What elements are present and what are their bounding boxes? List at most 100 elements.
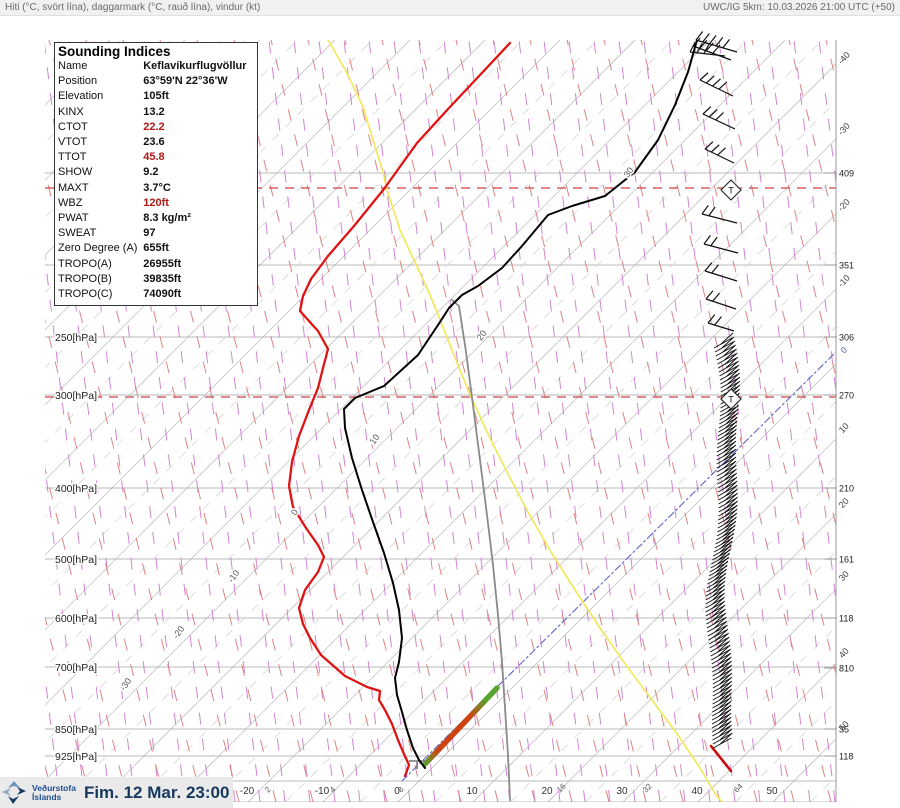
svg-text:10: 10 [466, 786, 478, 797]
index-label: VTOT [58, 136, 88, 149]
indices-table: Name Keflavíkurflugvöllur Position 63°59'N … [58, 59, 254, 302]
index-label: TROPO(B) [58, 272, 112, 285]
index-value: 22.2 [143, 120, 165, 133]
svg-text:-30: -30 [836, 121, 852, 137]
svg-text:30: 30 [622, 165, 636, 179]
svg-text:30: 30 [616, 786, 628, 797]
table-row: TROPO(B) 39835ft [58, 272, 254, 287]
table-row: PWAT 8.3 kg/m² [58, 211, 254, 226]
index-label: Name [58, 60, 88, 73]
indices-rows: Name Keflavíkurflugvöllur Position 63°59'N … [58, 59, 254, 302]
index-label: SHOW [58, 166, 93, 179]
index-label: SWEAT [58, 227, 97, 240]
svg-text:-10: -10 [315, 786, 330, 797]
svg-text:35: 35 [839, 725, 849, 735]
index-value: 13.2 [143, 105, 165, 118]
svg-text:300[hPa]: 300[hPa] [55, 390, 97, 402]
model-run-text: UWC/IG 5km: 10.03.2026 21:00 UTC (+50) [702, 2, 895, 13]
svg-text:30: 30 [837, 569, 851, 583]
index-value: 97 [143, 227, 156, 240]
svg-text:16: 16 [555, 781, 568, 794]
svg-text:10: 10 [837, 421, 851, 435]
index-label: Position [58, 75, 98, 88]
index-value: 105ft [143, 90, 169, 103]
svg-text:40: 40 [837, 646, 851, 660]
svg-text:400[hPa]: 400[hPa] [55, 483, 97, 495]
svg-text:700[hPa]: 700[hPa] [55, 662, 97, 674]
index-label: PWAT [58, 211, 89, 224]
sounding-indices-panel: Sounding Indices Name Keflavíkurflugvöllu… [54, 42, 258, 306]
svg-text:4: 4 [328, 785, 338, 795]
table-row: Name Keflavíkurflugvöllur [58, 59, 254, 74]
svg-text:8: 8 [396, 785, 406, 795]
indices-title: Sounding Indices [58, 44, 171, 59]
svg-text:850[hPa]: 850[hPa] [55, 724, 97, 736]
svg-text:-20: -20 [836, 197, 852, 213]
index-value: 39835ft [143, 272, 182, 285]
table-row: Zero Degree (A) 655ft [58, 241, 254, 256]
index-label: MAXT [58, 181, 89, 194]
svg-text:-20: -20 [171, 624, 187, 640]
svg-text:250[hPa]: 250[hPa] [55, 332, 97, 344]
index-value: 45.8 [143, 151, 165, 164]
svg-text:-10: -10 [226, 568, 242, 584]
index-value: Keflavíkurflugvöllur [143, 60, 247, 73]
table-row: TROPO(C) 74090ft [58, 287, 254, 302]
svg-text:270: 270 [839, 391, 854, 401]
svg-text:925[hPa]: 925[hPa] [55, 751, 97, 763]
table-row: KINX 13.2 [58, 105, 254, 120]
index-label: Elevation [58, 90, 104, 103]
svg-text:T: T [728, 395, 734, 405]
svg-text:409: 409 [839, 169, 854, 179]
sounding-curves [287, 40, 836, 802]
table-row: WBZ 120ft [58, 196, 254, 211]
table-row: CTOT 22.2 [58, 120, 254, 135]
index-value: 26955ft [143, 257, 182, 270]
table-row: TTOT 45.8 [58, 150, 254, 165]
valid-datetime-label: Fim. 12 Mar. 23:00 [83, 782, 230, 802]
tropopause-markers: TT [720, 179, 742, 410]
svg-text:-20: -20 [240, 786, 255, 797]
table-row: SHOW 9.2 [58, 165, 254, 180]
svg-text:306: 306 [839, 333, 854, 343]
index-value: 23.6 [143, 136, 165, 149]
svg-text:10: 10 [368, 432, 382, 446]
index-label: WBZ [58, 196, 83, 209]
index-label: KINX [58, 105, 84, 118]
svg-text:32: 32 [641, 781, 654, 794]
svg-text:50: 50 [766, 786, 778, 797]
index-label: TROPO(A) [58, 257, 112, 270]
met-office-logo-icon [2, 781, 26, 804]
chart-legend-text: Hiti (°C, svört lína), daggarmark (°C, r… [5, 2, 261, 13]
met-office-logo-text: Veðurstofa Íslands [32, 782, 76, 802]
index-value: 3.7°C [143, 181, 171, 194]
table-row: SWEAT 97 [58, 226, 254, 241]
svg-text:0: 0 [394, 786, 400, 797]
table-row: Position 63°59'N 22°36'W [58, 74, 254, 89]
svg-text:351: 351 [839, 261, 854, 271]
index-value: 8.3 kg/m² [143, 211, 191, 224]
svg-text:-10: -10 [836, 273, 852, 289]
svg-text:0: 0 [838, 345, 849, 355]
svg-text:600[hPa]: 600[hPa] [55, 613, 97, 625]
svg-text:210: 210 [839, 484, 854, 494]
svg-text:810: 810 [839, 664, 854, 674]
index-value: 74090ft [143, 287, 182, 300]
svg-text:50: 50 [837, 719, 851, 733]
index-value: 9.2 [143, 166, 159, 179]
svg-text:40: 40 [691, 786, 703, 797]
svg-text:161: 161 [839, 555, 854, 565]
top-status-bar: Hiti (°C, svört lína), daggarmark (°C, r… [0, 0, 900, 16]
index-value: 655ft [143, 242, 169, 255]
footer-bar: Veðurstofa Íslands Fim. 12 Mar. 23:00 [0, 777, 233, 808]
svg-text:118: 118 [839, 752, 853, 762]
svg-text:20: 20 [541, 786, 553, 797]
index-label: TTOT [58, 151, 87, 164]
svg-text:-30: -30 [118, 676, 134, 692]
table-row: VTOT 23.6 [58, 135, 254, 150]
index-value: 120ft [143, 196, 169, 209]
svg-text:500[hPa]: 500[hPa] [55, 554, 97, 566]
svg-text:20: 20 [837, 496, 851, 510]
